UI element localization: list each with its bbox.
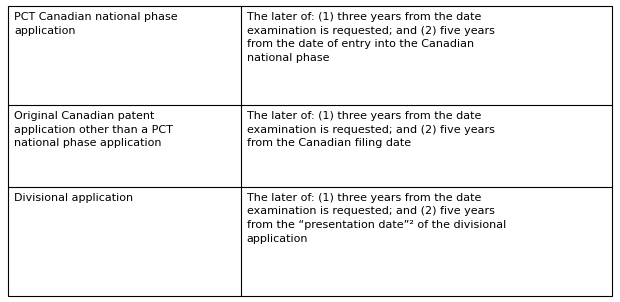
Text: Original Canadian patent
application other than a PCT
national phase application: Original Canadian patent application oth… (14, 111, 173, 148)
Text: The later of: (1) three years from the date
examination is requested; and (2) fi: The later of: (1) three years from the d… (247, 12, 494, 63)
Text: PCT Canadian national phase
application: PCT Canadian national phase application (14, 12, 177, 36)
Text: The later of: (1) three years from the date
examination is requested; and (2) fi: The later of: (1) three years from the d… (247, 193, 506, 243)
Text: Divisional application: Divisional application (14, 193, 133, 203)
Text: The later of: (1) three years from the date
examination is requested; and (2) fi: The later of: (1) three years from the d… (247, 111, 494, 148)
